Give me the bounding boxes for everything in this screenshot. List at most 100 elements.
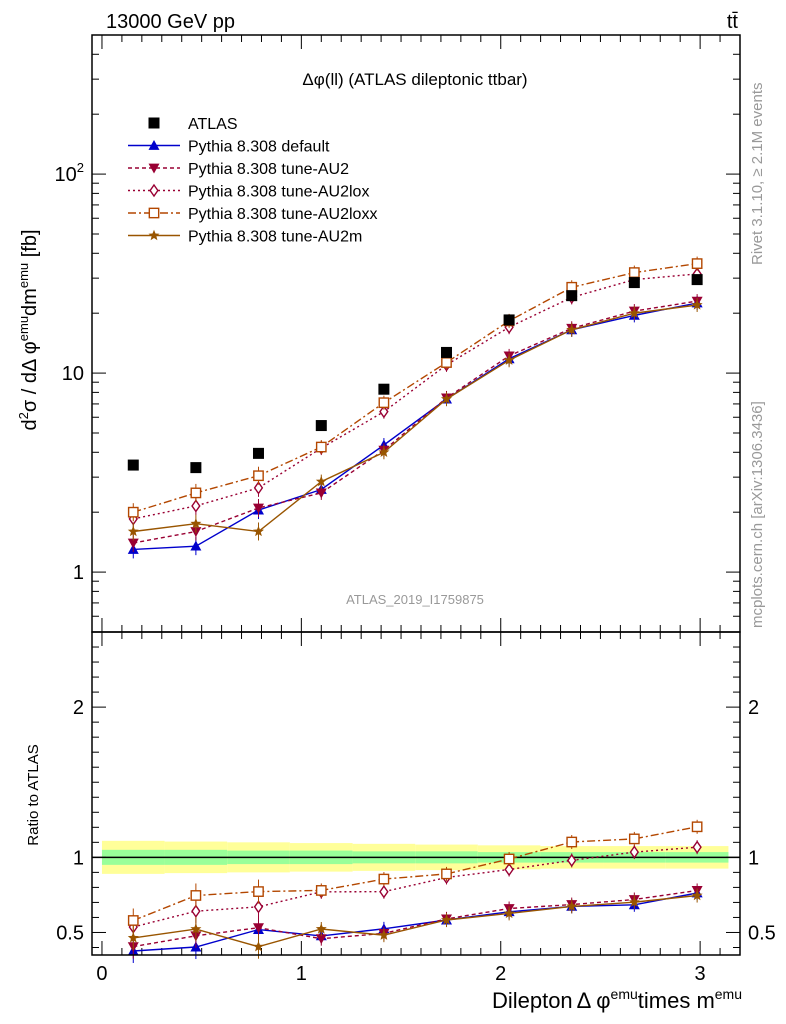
data-point-pythia-8-308-tune-au2m bbox=[441, 393, 452, 404]
legend-entry-pythia-8-308-tune-au2m: Pythia 8.308 tune-AU2m bbox=[128, 229, 362, 246]
ratio-point-pythia-8-308-tune-au2m bbox=[441, 914, 452, 925]
y-tick-label: 10 bbox=[62, 363, 84, 385]
data-point-pythia-8-308-tune-au2m bbox=[190, 518, 202, 529]
x-tick-label: 0 bbox=[96, 963, 107, 985]
data-point-atlas bbox=[566, 290, 578, 302]
mcplots-label: mcplots.cern.ch [arXiv:1306.3436] bbox=[749, 401, 766, 628]
ratio-point-pythia-8-308-tune-au2loxx bbox=[503, 853, 515, 865]
y-axis-title: d2σ / dΔ φemudmemu [fb] bbox=[16, 229, 41, 430]
plot-title: Δφ(ll) (ATLAS dileptonic ttbar) bbox=[302, 70, 527, 89]
data-point-pythia-8-308-tune-au2m bbox=[378, 446, 390, 457]
ratio-tick-label: 0.5 bbox=[748, 922, 776, 944]
ratio-point-pythia-8-308-tune-au2loxx bbox=[628, 833, 640, 845]
data-point-pythia-8-308-tune-au2lox bbox=[379, 404, 389, 419]
legend-entry-pythia-8-308-tune-au2: Pythia 8.308 tune-AU2 bbox=[128, 161, 349, 178]
ratio-tick-label: 0.5 bbox=[56, 922, 84, 944]
legend-marker bbox=[148, 207, 160, 219]
data-point-atlas bbox=[378, 383, 390, 395]
data-point-pythia-8-308-tune-au2loxx bbox=[315, 441, 327, 453]
legend-label: ATLAS bbox=[188, 116, 238, 133]
x-tick-label: 2 bbox=[495, 963, 506, 985]
legend-entry-pythia-8-308-tune-au2loxx: Pythia 8.308 tune-AU2loxx bbox=[128, 206, 377, 223]
ratio-point-pythia-8-308-tune-au2m bbox=[628, 896, 640, 907]
data-point-pythia-8-308-tune-au2m bbox=[253, 525, 264, 537]
data-point-pythia-8-308-tune-au2loxx bbox=[691, 258, 703, 269]
legend-entry-pythia-8-308-tune-au2lox: Pythia 8.308 tune-AU2lox bbox=[128, 184, 369, 201]
series-line-pythia-8-308-tune-au2m bbox=[133, 304, 698, 533]
ratio-point-pythia-8-308-tune-au2loxx bbox=[566, 836, 578, 848]
y-tick-label: 102 bbox=[55, 160, 84, 186]
legend-label: Pythia 8.308 tune-AU2loxx bbox=[188, 206, 377, 223]
ratio-point-pythia-8-308-tune-au2loxx bbox=[315, 885, 327, 896]
data-point-atlas bbox=[503, 314, 515, 326]
data-point-atlas bbox=[628, 277, 640, 289]
x-tick-label: 1 bbox=[296, 963, 307, 985]
data-point-pythia-8-308-tune-au2m bbox=[566, 324, 578, 335]
data-point-atlas bbox=[315, 420, 327, 432]
ratio-point-pythia-8-308-tune-au2lox bbox=[567, 853, 577, 868]
legend-entry-atlas: ATLAS bbox=[148, 116, 238, 133]
ratio-point-pythia-8-308-tune-au2loxx bbox=[127, 915, 139, 926]
ratio-line-pythia-8-308-tune-au2lox bbox=[133, 846, 698, 928]
data-point-atlas bbox=[252, 447, 264, 459]
data-point-pythia-8-308-tune-au2m bbox=[503, 354, 515, 365]
ratio-point-pythia-8-308-tune-au2loxx bbox=[691, 821, 703, 833]
data-point-pythia-8-308-tune-au2lox bbox=[253, 481, 264, 495]
ratio-point-pythia-8-308-tune-au2lox bbox=[253, 900, 264, 914]
ratio-point-pythia-8-308-tune-au2m bbox=[190, 923, 202, 934]
ratio-plot-panel: 0.5 0.5 1 1 2 2 bbox=[56, 631, 776, 963]
ratio-point-pythia-8-308-tune-au2m bbox=[503, 907, 515, 919]
ratio-point-pythia-8-308-tune-au2loxx bbox=[441, 868, 452, 880]
process-label: tt̄ bbox=[727, 11, 739, 33]
ratio-line-pythia-8-308-tune-au2loxx bbox=[133, 826, 698, 922]
ratio-point-pythia-8-308-tune-au2lox bbox=[504, 862, 514, 877]
legend: ATLAS Pythia 8.308 default Pythia 8.308 tu… bbox=[128, 116, 377, 246]
data-point-atlas bbox=[127, 459, 139, 471]
ratio-point-pythia-8-308-tune-au2m bbox=[315, 923, 327, 934]
data-point-atlas bbox=[691, 274, 703, 286]
energy-label: 13000 GeV pp bbox=[106, 11, 235, 33]
rivet-label: Rivet 3.1.10, ≥ 2.1M events bbox=[749, 83, 766, 266]
y-tick-label: 1 bbox=[73, 562, 84, 584]
ratio-point-pythia-8-308-tune-au2lox bbox=[692, 840, 702, 854]
data-point-pythia-8-308-default bbox=[190, 540, 202, 551]
ratio-point-pythia-8-308-tune-au2loxx bbox=[378, 873, 390, 885]
ratio-tick-label: 1 bbox=[748, 847, 759, 869]
data-point-pythia-8-308-tune-au2 bbox=[315, 488, 327, 499]
ratio-point-pythia-8-308-tune-au2 bbox=[252, 923, 264, 934]
x-tick-label: 3 bbox=[695, 963, 706, 985]
data-point-atlas bbox=[190, 462, 202, 474]
data-point-pythia-8-308-tune-au2 bbox=[127, 538, 139, 549]
legend-label: Pythia 8.308 default bbox=[188, 139, 330, 156]
data-point-atlas bbox=[441, 346, 453, 358]
ratio-point-pythia-8-308-tune-au2m bbox=[127, 932, 139, 943]
series-line-pythia-8-308-tune-au2lox bbox=[133, 273, 698, 520]
data-point-pythia-8-308-tune-au2loxx bbox=[628, 267, 640, 278]
data-point-pythia-8-308-tune-au2m bbox=[127, 525, 139, 537]
data-point-pythia-8-308-tune-au2loxx bbox=[378, 397, 390, 409]
ratio-point-pythia-8-308-tune-au2loxx bbox=[190, 890, 202, 901]
data-point-pythia-8-308-tune-au2loxx bbox=[127, 506, 139, 518]
ratio-line-pythia-8-308-tune-au2m bbox=[133, 894, 698, 948]
ratio-point-pythia-8-308-tune-au2lox bbox=[379, 885, 389, 899]
data-point-pythia-8-308-tune-au2loxx bbox=[253, 470, 264, 482]
data-point-pythia-8-308-tune-au2 bbox=[252, 503, 264, 514]
ratio-point-pythia-8-308-tune-au2m bbox=[566, 900, 578, 912]
ratio-tick-label: 2 bbox=[73, 697, 84, 719]
series-line-pythia-8-308-tune-au2loxx bbox=[133, 262, 698, 513]
series-line-pythia-8-308-tune-au2 bbox=[133, 300, 698, 544]
data-point-pythia-8-308-tune-au2m bbox=[691, 299, 703, 310]
ratio-y-axis-title: Ratio to ATLAS bbox=[25, 744, 42, 845]
data-point-pythia-8-308-tune-au2loxx bbox=[441, 357, 452, 368]
ratio-point-pythia-8-308-tune-au2m bbox=[253, 941, 264, 952]
ratio-point-pythia-8-308-tune-au2m bbox=[378, 929, 390, 940]
legend-label: Pythia 8.308 tune-AU2m bbox=[188, 229, 362, 246]
x-axis-title: Dilepton Δ φemutimes memu bbox=[492, 986, 742, 1013]
legend-label: Pythia 8.308 tune-AU2lox bbox=[188, 184, 369, 201]
ratio-tick-label: 1 bbox=[73, 847, 84, 869]
legend-marker bbox=[148, 117, 160, 129]
data-point-pythia-8-308-tune-au2m bbox=[628, 307, 640, 318]
ratio-tick-label: 2 bbox=[748, 697, 759, 719]
legend-marker bbox=[148, 229, 160, 241]
